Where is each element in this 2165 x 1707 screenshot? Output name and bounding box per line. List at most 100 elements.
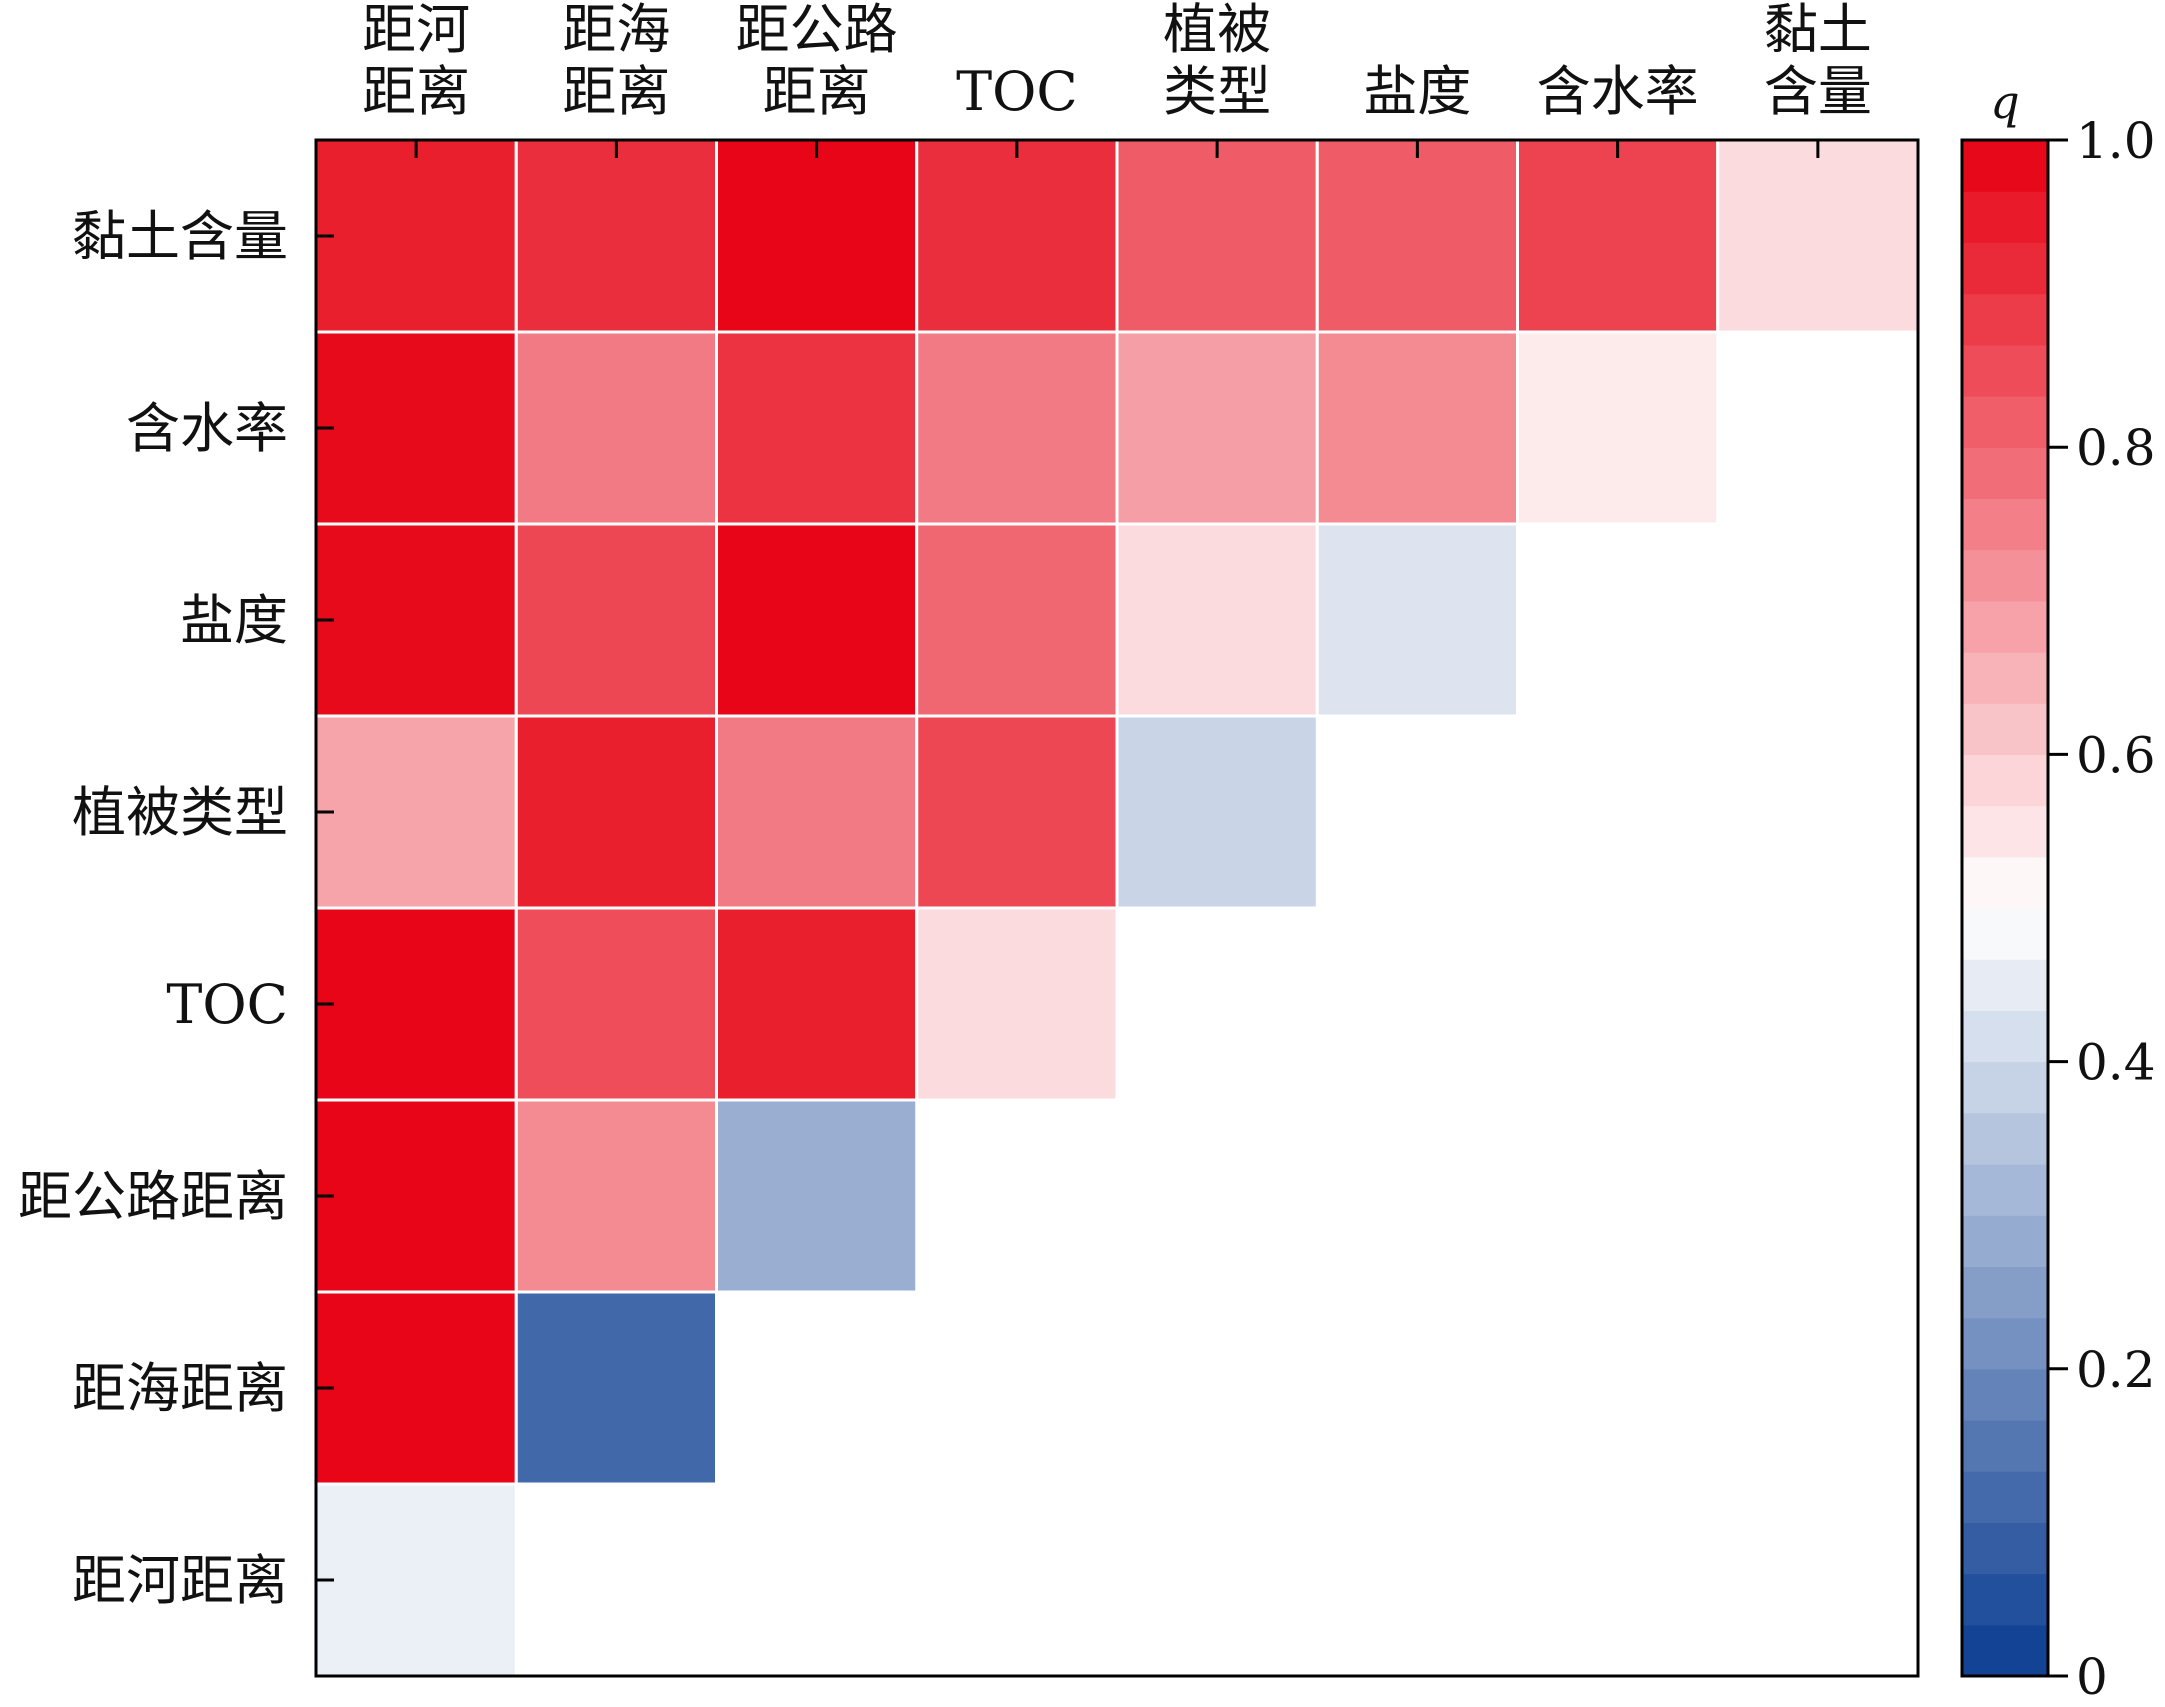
x-tick-label: 黏土 (1764, 0, 1872, 61)
y-tick-label: 距河距离 (72, 1549, 288, 1612)
heatmap-cell (314, 330, 518, 526)
colorbar-band (1962, 242, 2048, 295)
colorbar-tick-label: 0.6 (2076, 726, 2156, 784)
colorbar-band (1962, 1624, 2048, 1677)
heatmap-cell (715, 714, 919, 910)
colorbar-band (1962, 856, 2048, 909)
x-tick-label: 距离 (763, 60, 871, 123)
heatmap-cell (1115, 330, 1319, 526)
heatmap-cell (314, 906, 518, 1102)
heatmap-cell (915, 906, 1119, 1102)
heatmap-cell (314, 522, 518, 718)
heatmap-cell (514, 1290, 718, 1486)
heatmap-cell (314, 1290, 518, 1486)
colorbar-band (1962, 1112, 2048, 1165)
colorbar-band (1962, 1061, 2048, 1114)
y-tick-label: 含水率 (126, 397, 288, 460)
colorbar-band (1962, 959, 2048, 1011)
colorbar-band (1962, 1471, 2048, 1523)
colorbar-band (1962, 1266, 2048, 1319)
heatmap-cell (514, 714, 718, 910)
y-tick-label: 距公路距离 (18, 1165, 288, 1228)
heatmap-cell (715, 138, 919, 334)
colorbar-band (1962, 344, 2048, 397)
x-tick-label: 含水率 (1537, 60, 1699, 123)
heatmap-cell (514, 522, 718, 718)
colorbar-tick-label: 0.8 (2076, 419, 2156, 477)
x-tick-label: 距离 (562, 60, 670, 123)
x-tick-label: 含量 (1764, 60, 1872, 123)
y-axis-ticks (316, 234, 334, 1582)
x-tick-label: 植被 (1163, 0, 1271, 61)
heatmap-cell (1516, 330, 1720, 526)
heatmap-cell (514, 138, 718, 334)
y-tick-label: 黏土含量 (72, 205, 288, 268)
heatmap-cell (715, 1098, 919, 1294)
colorbar-band (1962, 498, 2048, 551)
heatmap-cell (314, 138, 518, 334)
heatmap-cell (915, 714, 1119, 910)
heatmap-cell (514, 906, 718, 1102)
heatmap-cell (915, 138, 1119, 334)
x-tick-label: 类型 (1163, 60, 1271, 123)
colorbar-band (1962, 1368, 2048, 1421)
colorbar-band (1962, 1420, 2048, 1472)
heatmap-cell (1115, 138, 1319, 334)
x-tick-label: 距公路 (736, 0, 898, 61)
colorbar-band (1962, 1215, 2048, 1267)
heatmap-cell (1315, 522, 1519, 718)
heatmap-cell (314, 1482, 518, 1678)
heatmap-cell (1716, 138, 1920, 334)
heatmap-cell (1115, 522, 1319, 718)
x-tick-label: TOC (956, 60, 1078, 123)
colorbar-band (1962, 447, 2048, 499)
heatmap-cell (1315, 138, 1519, 334)
colorbar-band (1962, 1164, 2048, 1216)
colorbar: 0 0.2 0.4 0.6 0.8 1.0 q (1960, 75, 2156, 1706)
heatmap-cell (715, 522, 919, 718)
heatmap-cell (715, 330, 919, 526)
plot-frame (314, 138, 1920, 1678)
heatmap-cell (715, 906, 919, 1102)
colorbar-band (1962, 1573, 2048, 1626)
heatmap-cell (915, 330, 1119, 526)
x-tick-label: 距河 (362, 0, 470, 61)
heatmap-cell (915, 522, 1119, 718)
colorbar-band (1962, 703, 2048, 755)
colorbar-band (1962, 754, 2048, 807)
colorbar-band (1962, 805, 2048, 858)
heatmap-cell (1516, 138, 1720, 334)
colorbar-tick-label: 0 (2076, 1648, 2108, 1706)
colorbar-band (1962, 652, 2048, 704)
colorbar-band (1962, 1010, 2048, 1063)
colorbar-frame (1960, 138, 2050, 1678)
colorbar-ticks: 0 0.2 0.4 0.6 0.8 1.0 (2048, 112, 2156, 1706)
colorbar-title: q (1990, 75, 2019, 129)
x-axis-ticks (414, 140, 1820, 158)
colorbar-band (1962, 908, 2048, 960)
colorbar-band (1962, 1522, 2048, 1575)
colorbar-bands (1962, 140, 2048, 1677)
colorbar-tick-label: 1.0 (2076, 112, 2156, 170)
colorbar-band (1962, 396, 2048, 448)
x-tick-label: 距海 (562, 0, 670, 61)
heatmap-cells (314, 138, 1920, 1678)
heatmap-cell (1115, 714, 1319, 910)
y-tick-label: TOC (166, 973, 288, 1036)
y-tick-label: 距海距离 (72, 1357, 288, 1420)
colorbar-band (1962, 549, 2048, 602)
y-tick-label: 植被类型 (72, 781, 288, 844)
heatmap-cell (514, 1098, 718, 1294)
colorbar-band (1962, 600, 2048, 653)
colorbar-band (1962, 1317, 2048, 1370)
heatmap-cell (314, 714, 518, 910)
y-tick-label: 盐度 (180, 589, 288, 652)
colorbar-band (1962, 293, 2048, 346)
x-tick-label: 盐度 (1363, 60, 1471, 123)
heatmap-cell (1315, 330, 1519, 526)
heatmap-cell (514, 330, 718, 526)
colorbar-band (1962, 191, 2048, 243)
